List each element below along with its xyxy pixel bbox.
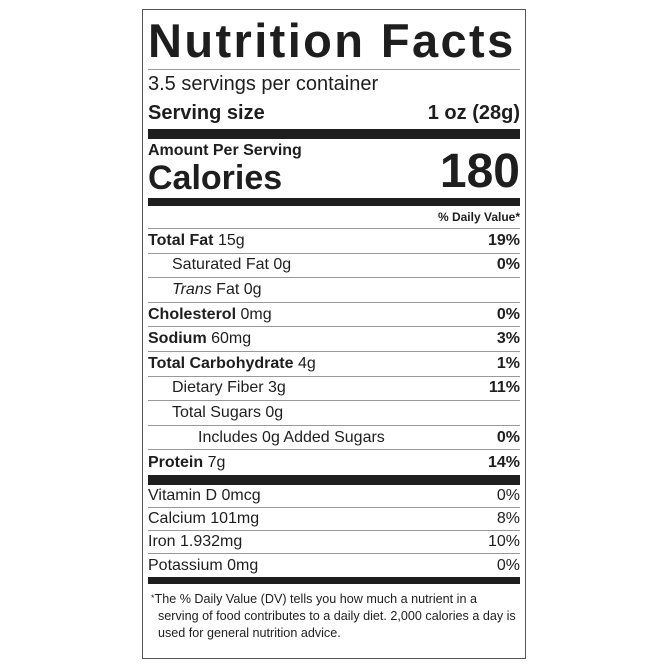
vitamin-list: Vitamin D 0mcg 0% Calcium 101mg 8% Iron … [148,485,520,577]
nutrient-name: Total Carbohydrate [148,354,294,372]
nutrient-row-total-sugars: Total Sugars 0g [148,401,520,426]
vitamin-name: Vitamin D 0mcg [148,487,261,505]
vitamin-row: Potassium 0mg 0% [148,554,520,577]
nutrient-amount: 4g [297,354,316,372]
footnote-text: The % Daily Value (DV) tells you how muc… [154,591,516,640]
daily-value-header: % Daily Value* [148,206,520,229]
thick-divider [148,576,520,584]
nutrient-row-added-sugars: Includes 0g Added Sugars 0% [148,426,520,451]
vitamin-row: Iron 1.932mg 10% [148,531,520,554]
nutrient-amount: 3g [268,379,286,397]
nutrition-facts-label: Nutrition Facts 3.5 servings per contain… [142,9,526,659]
nutrient-dv: 11% [488,379,520,397]
nutrient-name: Includes 0g Added Sugars [198,428,385,446]
servings-per-container: 3.5 servings per container [148,73,379,95]
nutrient-row-total-fat: Total Fat 15g 19% [148,229,520,254]
amount-per-serving: Amount Per Serving [148,142,302,159]
vitamin-row: Vitamin D 0mcg 0% [148,485,520,508]
serving-size-row: Serving size 1 oz (28g) [148,97,520,129]
nutrient-name: Trans [172,280,212,298]
nutrient-dv: 3% [496,330,520,348]
nutrient-row-sodium: Sodium 60mg 3% [148,327,520,352]
thick-divider [148,198,520,206]
nutrient-dv: 0% [496,305,520,323]
nutrient-name: Protein [148,453,204,471]
nutrient-name-rest: Fat [216,280,240,298]
nutrient-name: Dietary Fiber [172,379,264,397]
nutrient-dv: 14% [487,453,520,471]
vitamin-dv: 8% [496,510,520,528]
label-title: Nutrition Facts [148,14,516,67]
thick-divider [148,474,520,485]
vitamin-dv: 0% [496,487,520,505]
nutrient-dv: 0% [496,256,520,274]
footnote: *The % Daily Value (DV) tells you how mu… [148,590,520,642]
nutrient-amount: 0g [243,280,262,298]
nutrient-row-cholesterol: Cholesterol 0mg 0% [148,303,520,328]
nutrient-dv: 1% [496,354,520,372]
vitamin-name: Calcium 101mg [148,510,260,528]
vitamin-name: Potassium 0mg [148,556,259,574]
vitamin-row: Calcium 101mg 8% [148,508,520,531]
vitamin-dv: 0% [496,556,520,574]
footnote-marker: * [151,592,155,603]
vitamin-dv: 10% [487,533,520,551]
nutrient-name: Cholesterol [148,305,237,323]
vitamin-name: Iron 1.932mg [148,533,243,551]
thick-divider [148,129,520,139]
nutrient-amount: 60mg [211,330,252,348]
nutrient-amount: 0g [273,256,292,274]
nutrient-dv: 19% [487,231,520,249]
nutrient-name: Saturated Fat [172,256,269,274]
serving-size-value: 1 oz (28g) [427,102,520,124]
nutrient-name: Sodium [148,330,207,348]
calories-row: Calories 180 [148,146,520,198]
nutrient-row-protein: Protein 7g 14% [148,450,520,475]
serving-size-label: Serving size [148,102,265,124]
nutrient-row-saturated-fat: Saturated Fat 0g 0% [148,254,520,279]
nutrient-amount: 0g [265,403,284,421]
nutrient-row-trans-fat: Trans Fat 0g [148,278,520,303]
nutrient-list: Total Fat 15g 19% Saturated Fat 0g 0% Tr… [148,229,520,475]
nutrient-amount: 7g [207,453,226,471]
calories-value: 180 [439,145,520,198]
nutrient-dv: 0% [496,428,520,446]
calories-label: Calories [148,159,283,197]
nutrient-row-dietary-fiber: Dietary Fiber 3g 11% [148,377,520,402]
divider [148,69,520,70]
nutrient-amount: 0mg [240,305,272,323]
nutrient-amount: 15g [217,231,245,249]
nutrient-name: Total Sugars [172,403,261,421]
nutrient-row-total-carbohydrate: Total Carbohydrate 4g 1% [148,352,520,377]
nutrient-name: Total Fat [148,231,214,249]
